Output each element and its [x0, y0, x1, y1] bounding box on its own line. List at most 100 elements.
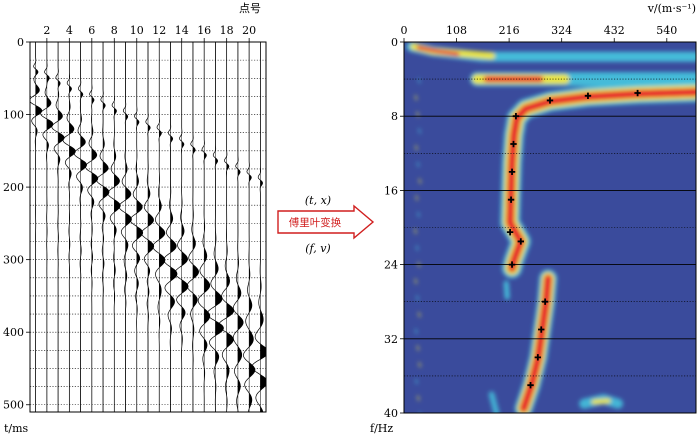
- energy-band: [415, 378, 418, 385]
- energy-band: [488, 391, 500, 413]
- energy-band: [417, 395, 420, 401]
- y-tick-label: 24: [384, 259, 398, 272]
- energy-band: [418, 178, 422, 184]
- fourier-transform-label: 傅里叶变换: [289, 216, 342, 229]
- y-tick-label: 300: [3, 254, 24, 267]
- trace-fill: [226, 303, 234, 317]
- trace-fill: [260, 344, 266, 360]
- trace-fill: [249, 362, 255, 378]
- trace-fill: [181, 142, 184, 148]
- trace-fill: [181, 279, 189, 294]
- dispersion-x-axis-label: v/(m·s⁻¹): [647, 2, 696, 15]
- energy-band: [414, 95, 418, 101]
- energy-band: [416, 161, 420, 168]
- dispersion-point: [534, 354, 542, 361]
- seismic-gather-panel: 2 4 6 8 10 12 14 16 18 20 0 100 200 300 400 500 点号 t/m…: [3, 2, 267, 435]
- trace-fill: [46, 97, 51, 108]
- y-tick-label: 500: [3, 399, 24, 412]
- y-tick-label: 32: [384, 333, 398, 346]
- x-tick-label: 16: [197, 24, 211, 37]
- trace-fill: [215, 351, 219, 365]
- x-tick-label: 4: [66, 24, 73, 37]
- x-tick-label: 432: [604, 24, 625, 37]
- dispersion-panel: 0 108 216 324 432 540 0 8 16 24 32 40 v/(m·s⁻¹) f/…: [370, 2, 697, 435]
- dispersion-y-ticks: 0 8 16 24 32 40: [384, 36, 404, 420]
- energy-band: [414, 328, 418, 334]
- energy-band: [418, 128, 421, 134]
- dispersion-grid: [404, 78, 696, 377]
- trace-fill: [35, 84, 40, 95]
- dispersion-point: [512, 113, 520, 120]
- trace-fill: [125, 213, 132, 226]
- seismic-traces: [30, 42, 266, 412]
- energy-band: [414, 278, 418, 284]
- energy-band: [414, 228, 417, 234]
- dispersion-point: [527, 381, 534, 389]
- dispersion-y-axis-label: f/Hz: [370, 422, 393, 435]
- y-tick-label: 8: [391, 110, 398, 123]
- x-tick-label: 8: [111, 24, 118, 37]
- dispersion-x-ticks: 0 108 216 324 432 540: [401, 24, 677, 42]
- x-tick-label: 10: [130, 24, 144, 37]
- dispersion-point: [510, 140, 517, 148]
- y-tick-label: 0: [17, 36, 24, 49]
- x-tick-label: 6: [88, 24, 95, 37]
- dispersion-point: [546, 97, 554, 104]
- dispersion-points: [506, 89, 641, 389]
- y-tick-label: 400: [3, 326, 24, 339]
- x-tick-label: 108: [446, 24, 467, 37]
- energy-band: [416, 45, 460, 57]
- energy-band: [418, 412, 421, 413]
- dispersion-plot-frame: [403, 41, 697, 414]
- y-tick-label: 100: [3, 109, 24, 122]
- dispersion-point: [541, 298, 549, 305]
- energy-band: [519, 274, 553, 413]
- x-tick-label: 18: [220, 24, 234, 37]
- x-tick-label: 0: [401, 24, 408, 37]
- x-tick-label: 12: [152, 24, 166, 37]
- y-tick-label: 0: [391, 36, 398, 49]
- x-tick-label: 20: [242, 24, 256, 37]
- x-tick-label: 2: [43, 24, 50, 37]
- seismic-y-ticks: 0 100 200 300 400 500: [3, 36, 30, 412]
- fourier-transform-arrow: [277, 204, 375, 240]
- dispersion-point: [508, 168, 516, 176]
- trace-fill: [148, 213, 154, 227]
- energy-band: [416, 345, 420, 351]
- energy-band: [418, 362, 421, 368]
- energy-band: [417, 211, 420, 218]
- dispersion-point: [538, 326, 545, 333]
- dispersion-point: [506, 228, 514, 236]
- y-tick-label: 200: [3, 181, 24, 194]
- energy-band: [416, 111, 419, 117]
- x-tick-label: 216: [499, 24, 520, 37]
- x-tick-label: 324: [551, 24, 572, 37]
- y-tick-label: 40: [384, 407, 398, 420]
- x-tick-label: 540: [656, 24, 677, 37]
- trace-fill: [46, 119, 53, 130]
- output-domain-label: (f, v): [305, 242, 330, 255]
- seismic-x-axis-label: 点号: [239, 2, 261, 15]
- seismic-y-axis-label: t/ms: [4, 422, 29, 435]
- seismic-x-ticks: 2 4 6 8 10 12 14 16 18 20: [43, 24, 256, 42]
- trace-fill: [58, 132, 65, 143]
- energy-band: [415, 245, 419, 251]
- energy-band: [415, 195, 418, 201]
- dispersion-point: [517, 238, 524, 245]
- energy-band: [417, 78, 421, 84]
- energy-band: [418, 312, 421, 318]
- trace-fill: [181, 307, 186, 320]
- energy-band: [415, 145, 418, 151]
- x-tick-label: 14: [175, 24, 189, 37]
- energy-band: [503, 280, 510, 300]
- input-domain-label: (t, x): [305, 194, 331, 207]
- energy-band: [591, 398, 611, 405]
- dispersion-point: [634, 89, 641, 97]
- trace-fill: [69, 123, 74, 134]
- y-tick-label: 16: [384, 184, 398, 197]
- trace-fill: [215, 321, 224, 336]
- dispersion-point: [508, 261, 516, 268]
- dispersion-point: [584, 92, 592, 99]
- dispersion-point: [507, 196, 515, 203]
